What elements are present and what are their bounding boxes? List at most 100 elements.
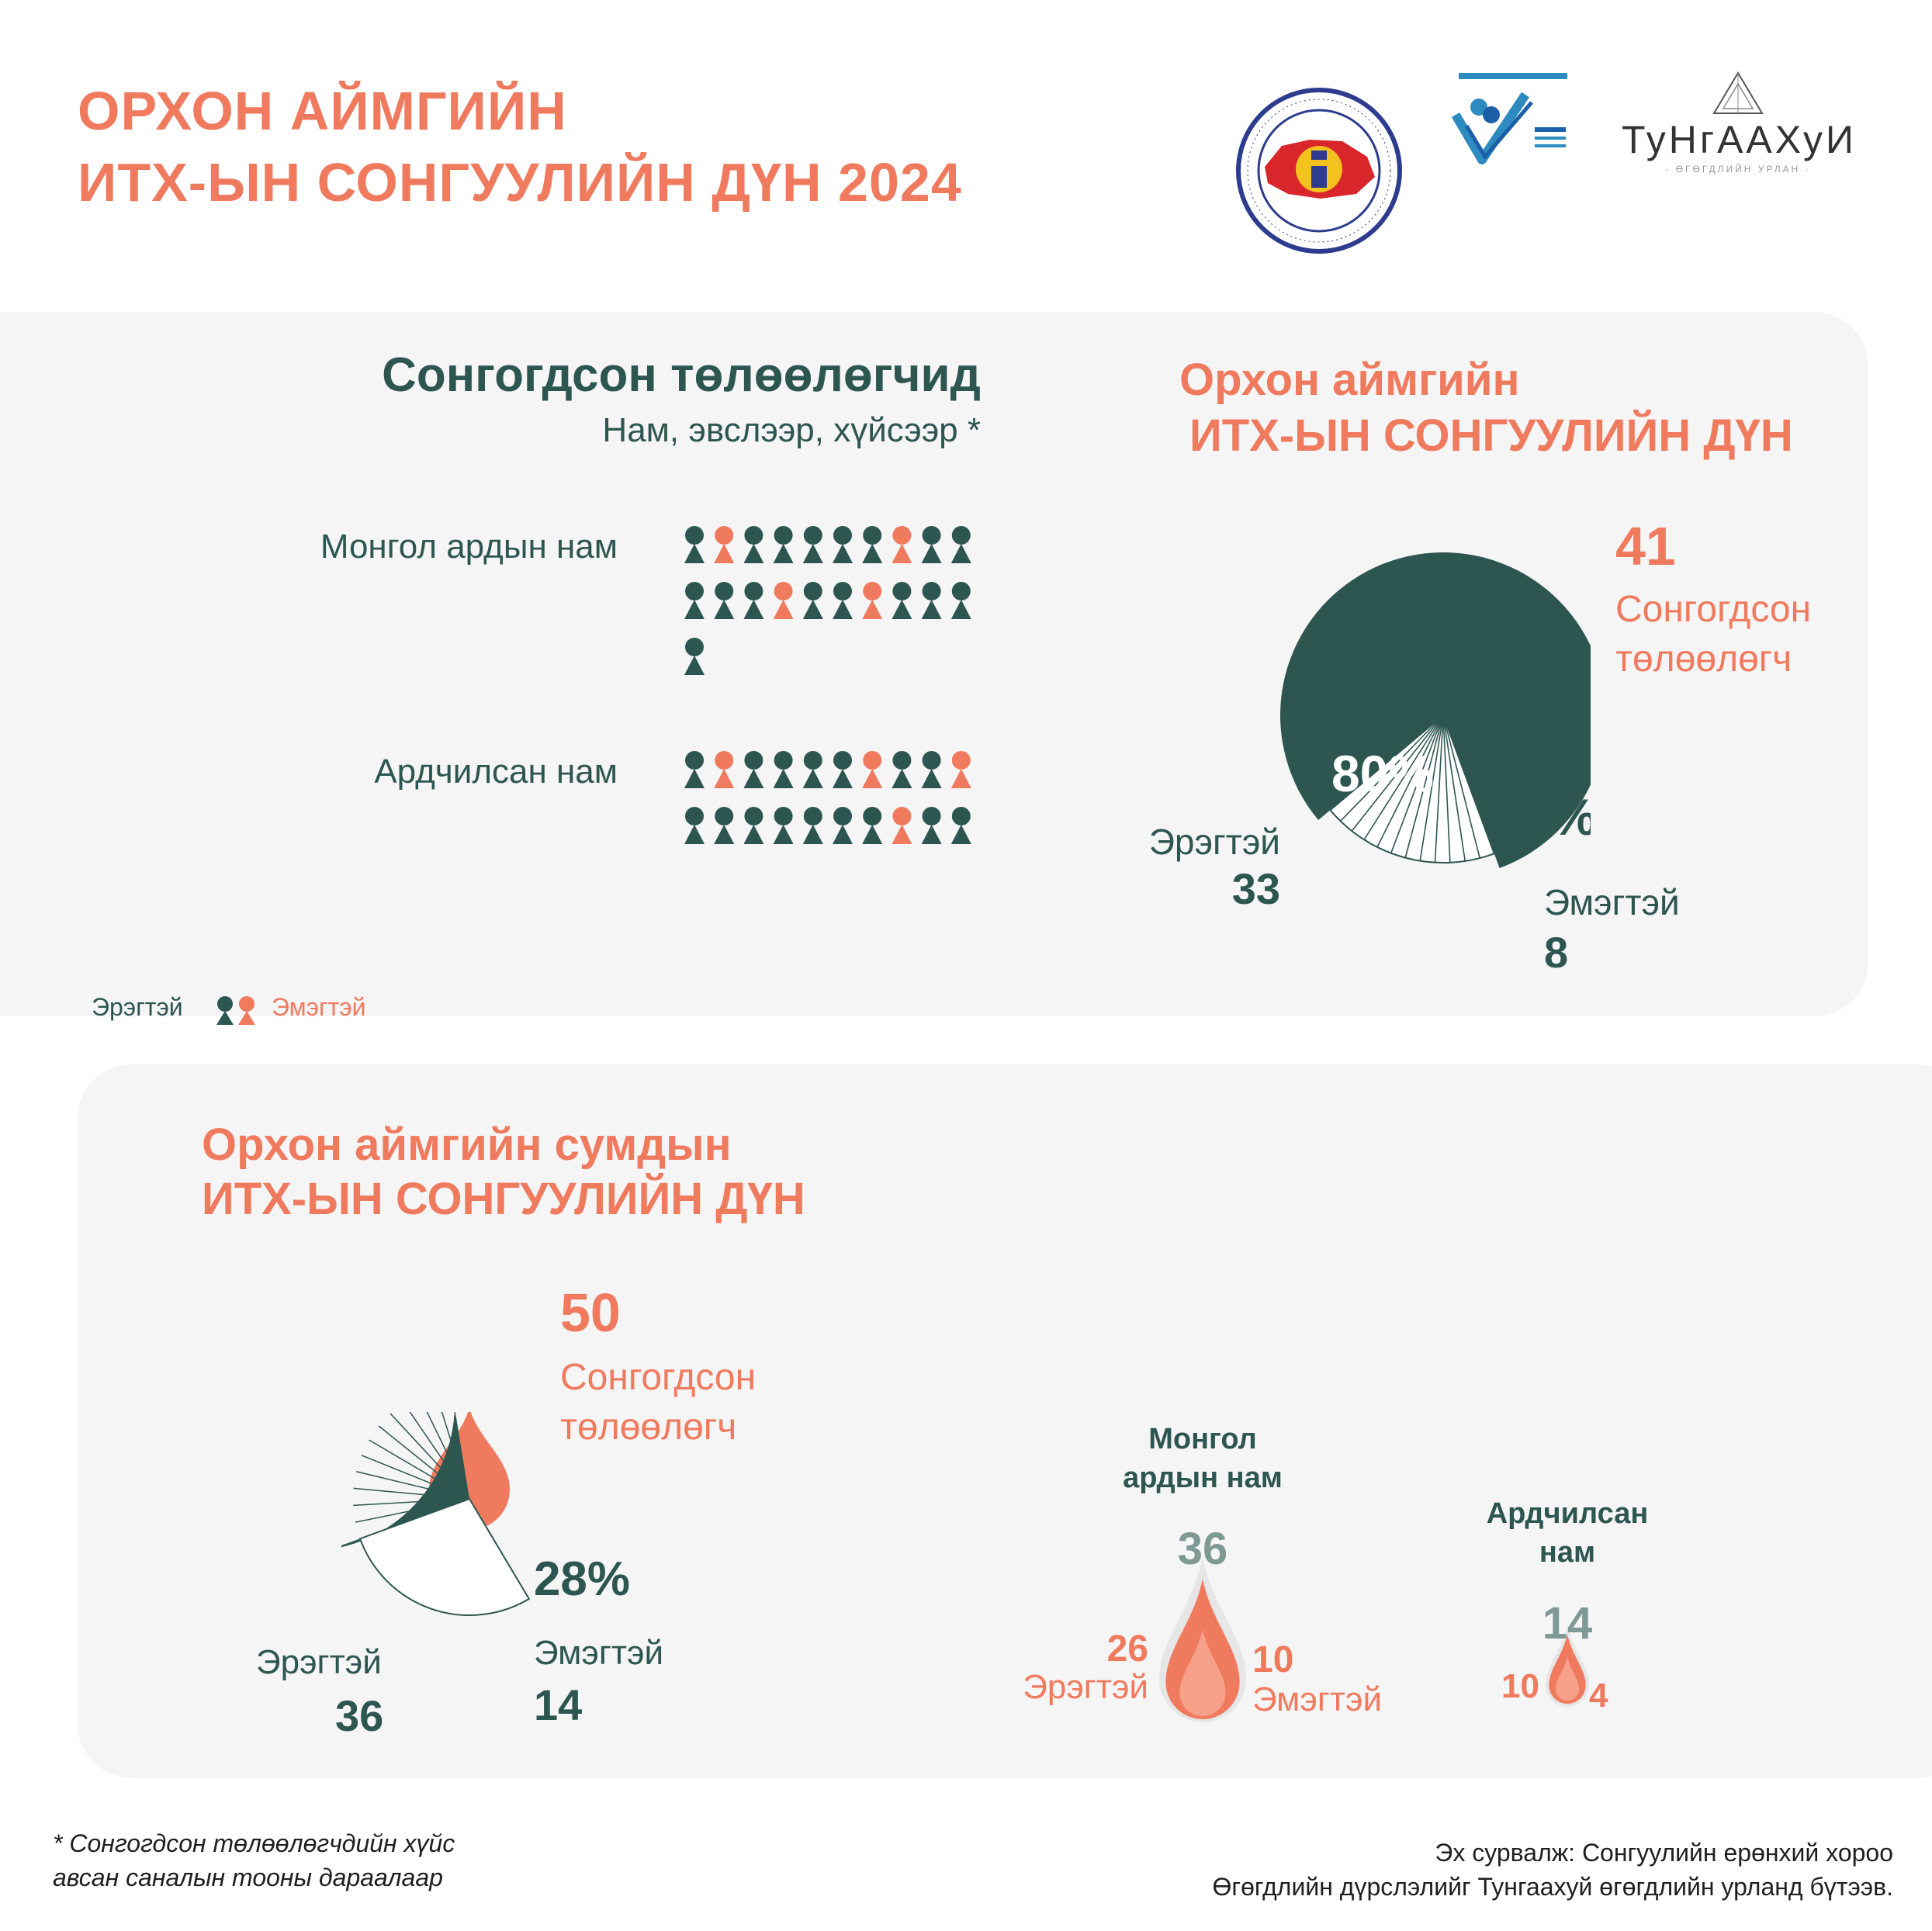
mpp-female-label: Эмэгтэй xyxy=(1252,1680,1383,1718)
male-person-icon xyxy=(802,526,823,563)
pictogram-dp xyxy=(681,751,978,867)
pie-female-hatch xyxy=(409,1412,470,1500)
pie1-male-label: Эрэгтэй xyxy=(1148,822,1280,862)
research-center-logo xyxy=(1451,73,1567,164)
mpp-male-value: 26 xyxy=(1106,1628,1148,1670)
pie2-male-pct: 72% xyxy=(389,1545,485,1598)
male-person-icon xyxy=(684,807,705,844)
legend-male-person-icon xyxy=(216,996,234,1025)
mpp-drop-title-line2: ардын нам xyxy=(1123,1462,1283,1494)
pie-female-hatch xyxy=(1376,715,1444,848)
pie-female-hatch xyxy=(1351,715,1444,832)
section3-title-line2: ИТХ-ЫН СОНГУУЛИЙН ДҮН xyxy=(202,1174,805,1224)
section3-total-label-line2: төлөөлөгч xyxy=(560,1407,737,1448)
section2-title-line1: Орхон аймгийн xyxy=(1179,355,1520,405)
male-person-icon xyxy=(773,807,794,844)
tungaakhui-logo: ТуНгААХуИ · ӨГӨГДЛИЙН УРЛАН · xyxy=(1622,70,1854,179)
pie-female-hatch xyxy=(1363,715,1444,840)
dp-drop-title: Ардчилсан нам xyxy=(1443,1494,1691,1572)
male-person-icon xyxy=(862,526,883,563)
mpp-female-drop xyxy=(1179,1628,1226,1716)
pie2-male-label: Эрэгтэй xyxy=(256,1643,382,1681)
legend-female-label: Эмэгтэй xyxy=(272,993,366,1021)
triangle-logo-icon xyxy=(1712,71,1764,114)
pie-female-hatch xyxy=(1434,715,1444,863)
dp-female-value: 4 xyxy=(1589,1677,1608,1715)
tungaakhui-sub: · ӨГӨГДЛИЙН УРЛАН · xyxy=(1665,164,1811,175)
male-person-icon xyxy=(921,807,942,844)
male-person-icon xyxy=(714,807,735,844)
pie-slice-male xyxy=(1280,552,1591,869)
pictogram-mpp xyxy=(681,526,978,697)
male-person-icon xyxy=(892,751,912,788)
dp-drop-title-line2: нам xyxy=(1539,1536,1596,1569)
pie-female-hatch xyxy=(1442,715,1451,863)
male-person-icon xyxy=(921,751,942,788)
female-person-icon xyxy=(714,526,735,563)
pie-female-hatch xyxy=(378,1425,470,1500)
male-person-icon xyxy=(802,807,823,844)
pie2-female-label: Эмэгтэй xyxy=(534,1634,664,1672)
section2-total-label-line1: Сонгогдсон xyxy=(1615,589,1812,630)
male-person-icon xyxy=(950,526,971,563)
section3-total-label: Сонгогдсон төлөөлөгч xyxy=(560,1353,756,1452)
source-line1: Эх сурвалж: Сонгуулийн ерөнхий хороо xyxy=(1435,1839,1893,1867)
footnote-line2: авсан саналын тооны дараалаар xyxy=(53,1864,443,1891)
footnote: * Сонгогдсон төлөөлөгчдийн хүйс авсан са… xyxy=(53,1826,455,1895)
male-person-icon xyxy=(833,526,853,563)
pie-female-hatch xyxy=(1340,715,1444,822)
pie-chart-sums: 72% 28% xyxy=(341,1412,630,1616)
pie-female-hatch xyxy=(1442,715,1466,862)
pie1-female-label: Эмэгтэй xyxy=(1544,882,1680,922)
pie-female-hatch xyxy=(361,1455,470,1500)
dp-male-value: 10 xyxy=(1501,1667,1539,1705)
male-person-icon xyxy=(862,807,883,844)
male-person-icon xyxy=(743,582,764,619)
male-person-icon xyxy=(921,526,942,563)
pie2-female-pct: 28% xyxy=(534,1552,630,1606)
male-person-icon xyxy=(802,751,823,788)
male-person-icon xyxy=(684,582,705,619)
dp-drops: 14 xyxy=(1542,1598,1592,1707)
section2-title-line2: ИТХ-ЫН СОНГУУЛИЙН ДҮН xyxy=(1189,410,1793,461)
male-person-icon xyxy=(950,582,971,619)
pie-chart-aimag: 80% 20% xyxy=(1280,552,1591,869)
section2-total-label-line2: төлөөлөгч xyxy=(1615,638,1792,680)
panel-bottom xyxy=(78,1064,1932,1778)
pie-female-hatch xyxy=(356,1470,470,1500)
male-person-icon xyxy=(684,638,705,675)
male-person-icon xyxy=(684,526,705,563)
male-person-icon xyxy=(773,526,794,563)
page-title-line1: ОРХОН АЙМГИЙН xyxy=(78,81,567,141)
mpp-male-label: Эрэгтэй xyxy=(1023,1668,1148,1706)
pie2-female-value: 14 xyxy=(534,1680,583,1729)
male-person-icon xyxy=(684,751,705,788)
pie-slice-female xyxy=(1329,714,1496,863)
party-label-mpp: Монгол ардын нам xyxy=(320,528,618,566)
female-person-icon xyxy=(892,807,912,844)
pie-slice-male xyxy=(341,1412,469,1548)
source-line2: Өгөгдлийн дүрслэлийг Тунгаахуй өгөгдлийн… xyxy=(1212,1873,1893,1901)
mpp-drop-title: Монгол ардын нам xyxy=(1071,1420,1335,1497)
male-person-icon xyxy=(921,582,942,619)
male-person-icon xyxy=(802,582,823,619)
pie-female-hatch xyxy=(1442,715,1480,859)
pie-female-hatch xyxy=(355,1498,470,1523)
legend-male-label: Эрэгтэй xyxy=(92,993,183,1021)
pie-female-hatch xyxy=(353,1487,470,1500)
gec-logo xyxy=(1236,88,1402,254)
mpp-drops: 36 xyxy=(1159,1524,1246,1722)
dp-female-drop xyxy=(1556,1656,1579,1701)
pie2-male-value: 36 xyxy=(335,1691,384,1740)
legend-female-person-icon xyxy=(238,996,255,1025)
female-person-icon xyxy=(862,582,883,619)
section1-title: Сонгогдсон төлөөлөгчид xyxy=(382,348,981,402)
male-person-icon xyxy=(892,582,912,619)
tungaakhui-wordmark: ТуНгААХуИ xyxy=(1622,118,1857,161)
male-person-icon xyxy=(714,582,735,619)
section3-total: 50 xyxy=(560,1282,621,1343)
pie-female-hatch xyxy=(1404,715,1444,858)
party-label-dp: Ардчилсан нам xyxy=(374,753,618,791)
pictogram-dp-svg xyxy=(684,751,971,844)
male-person-icon xyxy=(833,582,853,619)
